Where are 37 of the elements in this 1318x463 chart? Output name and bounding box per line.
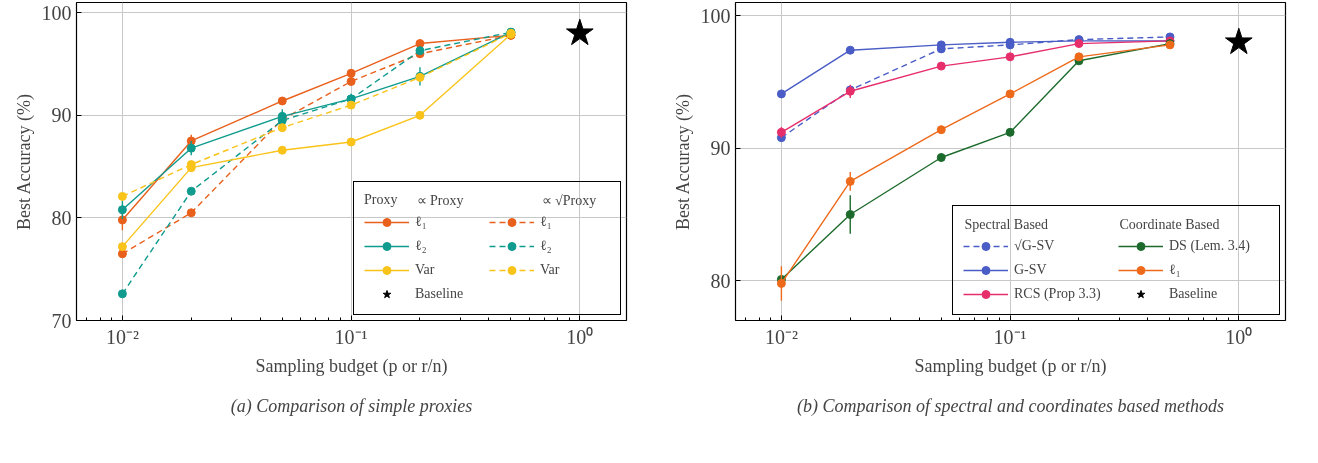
annotation: Coordinate Based [1119, 217, 1220, 232]
y-axis-title: Best Accuracy (%) [13, 94, 35, 230]
legend-label: RCS (Prop 3.3) [1014, 285, 1102, 303]
annotation: ∝ Proxy [416, 193, 464, 208]
annotation: Proxy [364, 192, 398, 207]
legend-label: Var [415, 261, 436, 279]
y-tick-label: 80 [51, 206, 72, 229]
y-tick-label: 90 [51, 104, 72, 127]
legend-label: Baseline [415, 285, 465, 303]
x-tick-label: 10⁻² [105, 325, 139, 348]
x-tick-label: 10⁻¹ [334, 325, 368, 348]
annotation: ∝ √Proxy [541, 193, 597, 208]
legend-label: G-SV [1014, 261, 1048, 279]
legend-label: ℓ₁ [1169, 261, 1182, 279]
legend-label: ℓ₁ [415, 213, 428, 231]
legend-label: Baseline [1169, 285, 1219, 303]
legend-label: Var [540, 261, 561, 279]
x-tick-label: 10⁰ [1225, 325, 1253, 348]
x-axis-title: Sampling budget (p or r/n) [914, 355, 1107, 377]
legend-label: ℓ₁ [540, 213, 553, 231]
text: (b) Comparison of spectral and coordinates based methods [797, 395, 1224, 417]
y-tick-label: 80 [710, 269, 731, 292]
x-axis-title: Sampling budget (p or r/n) [255, 355, 448, 377]
y-tick-label: 70 [51, 309, 72, 332]
legend-label: DS (Lem. 3.4) [1169, 237, 1251, 255]
y-axis-title: Best Accuracy (%) [672, 94, 694, 230]
x-tick-label: 10⁰ [566, 325, 594, 348]
legend-label: √G-SV [1014, 237, 1056, 255]
legend-label: ℓ₂ [415, 237, 428, 255]
annotation: Spectral Based [964, 217, 1049, 232]
legend-label: ℓ₂ [540, 237, 553, 255]
y-tick-label: 100 [41, 1, 72, 24]
text: (a) Comparison of simple proxies [230, 395, 473, 417]
x-tick-label: 10⁻¹ [993, 325, 1027, 348]
y-tick-label: 100 [700, 4, 731, 27]
x-tick-label: 10⁻² [764, 325, 798, 348]
y-tick-label: 90 [710, 137, 731, 160]
